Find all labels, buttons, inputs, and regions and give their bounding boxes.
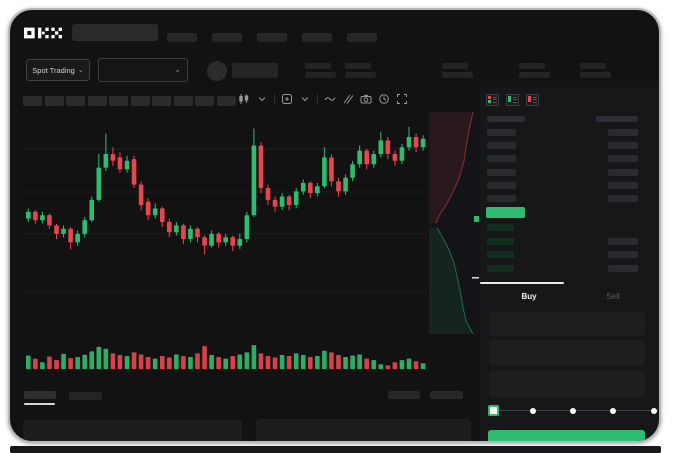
bottom-tab-underline — [24, 403, 55, 405]
ask-row-amount[interactable] — [608, 181, 638, 189]
volume-bars — [26, 345, 426, 369]
bottom-action-1[interactable] — [388, 391, 420, 399]
orderbook-price-header — [487, 116, 525, 122]
timeframe-button[interactable] — [152, 96, 171, 106]
history-icon[interactable] — [378, 93, 390, 105]
tab-sell[interactable]: Sell — [606, 292, 620, 301]
slider-stop[interactable] — [610, 407, 616, 414]
ticker-stat — [580, 63, 612, 78]
top-nav — [167, 29, 392, 47]
slider-stop[interactable] — [530, 407, 536, 414]
ticker-stat — [519, 63, 551, 78]
bid-row-price[interactable] — [487, 251, 514, 258]
indicator-icon[interactable] — [281, 93, 293, 105]
timeframe-button[interactable] — [109, 96, 128, 106]
ticker-stat — [305, 63, 337, 78]
market-type-selector[interactable]: Spot Trading ⌄ — [26, 59, 90, 81]
fullscreen-icon[interactable] — [396, 93, 408, 105]
active-tab-indicator — [480, 282, 564, 284]
ask-row-price[interactable] — [487, 181, 516, 189]
book-asks-icon[interactable] — [526, 94, 539, 106]
line-style-icon[interactable] — [324, 93, 336, 105]
timeframe-button[interactable] — [87, 96, 107, 106]
ask-row-price[interactable] — [487, 195, 516, 202]
nav-item-placeholder[interactable] — [257, 33, 287, 42]
orderbook-amount-header — [596, 116, 638, 122]
chevron-down-icon[interactable] — [299, 93, 311, 105]
buy-submit-button[interactable] — [488, 430, 645, 441]
ask-row-amount[interactable] — [608, 142, 638, 150]
depth-chart[interactable] — [429, 112, 479, 334]
timeframe-button[interactable] — [66, 96, 85, 106]
nav-item-placeholder[interactable] — [347, 33, 377, 42]
bid-row-amount[interactable] — [608, 251, 638, 258]
order-input-field[interactable] — [489, 370, 645, 397]
chevron-down-icon: ⌄ — [174, 65, 181, 74]
bid-row-amount[interactable] — [608, 237, 638, 245]
candlestick-icon[interactable] — [238, 93, 250, 105]
ask-row-price[interactable] — [487, 129, 516, 136]
search-input[interactable] — [72, 24, 158, 41]
timeframe-button[interactable] — [173, 96, 193, 106]
compare-icon[interactable] — [342, 93, 354, 105]
ask-row-amount[interactable] — [608, 129, 638, 136]
market-type-label: Spot Trading — [32, 65, 75, 75]
ask-row-price[interactable] — [487, 155, 516, 163]
camera-icon[interactable] — [360, 93, 372, 105]
last-price-badge[interactable] — [486, 207, 525, 218]
ticker-stat — [442, 63, 474, 78]
ticker-stat — [345, 63, 377, 78]
slider-stop[interactable] — [651, 407, 657, 414]
tab-buy[interactable]: Buy — [521, 292, 537, 301]
toolbar-divider — [317, 93, 318, 104]
chevron-down-icon: ⌄ — [77, 66, 84, 74]
slider-handle[interactable] — [488, 405, 499, 416]
timeframe-button[interactable] — [195, 96, 214, 106]
bid-row-price[interactable] — [487, 237, 514, 245]
slider-stop[interactable] — [570, 407, 576, 414]
ask-row-amount[interactable] — [608, 195, 638, 202]
book-bids-icon[interactable] — [506, 94, 519, 106]
timeframe-button[interactable] — [23, 96, 42, 106]
order-input-field[interactable] — [489, 340, 645, 366]
candles-layer — [26, 126, 426, 255]
order-book-panel: Buy Sell — [480, 87, 659, 441]
bottom-tab-2[interactable] — [69, 392, 102, 400]
nav-item-placeholder[interactable] — [302, 33, 332, 42]
order-input-field[interactable] — [489, 312, 645, 336]
tablet-frame: Spot Trading ⌄ ⌄ Buy Sell — [8, 8, 661, 443]
book-split-icon[interactable] — [486, 94, 499, 106]
timeframe-button[interactable] — [216, 96, 236, 106]
okx-logo — [24, 27, 62, 39]
timeframe-button[interactable] — [44, 96, 64, 106]
bottom-table-panel — [23, 420, 242, 441]
device-base — [10, 446, 661, 453]
ask-row-price[interactable] — [487, 142, 516, 150]
pair-select[interactable]: ⌄ — [98, 58, 188, 82]
timeframe-toolbar — [23, 93, 238, 111]
pair-name-placeholder — [232, 63, 278, 78]
coin-logo — [207, 61, 227, 81]
bottom-table-panel — [256, 419, 471, 441]
bottom-tab-active[interactable] — [24, 391, 56, 399]
nav-item-placeholder[interactable] — [167, 33, 197, 42]
ask-row-amount[interactable] — [608, 155, 638, 163]
toolbar-divider — [274, 93, 275, 104]
bid-row-price[interactable] — [487, 224, 514, 231]
bid-row-price[interactable] — [487, 264, 514, 272]
candlestick-chart[interactable] — [22, 112, 427, 377]
ask-row-price[interactable] — [487, 168, 516, 176]
bottom-action-2[interactable] — [430, 391, 463, 399]
nav-item-placeholder[interactable] — [212, 33, 242, 42]
chart-tools — [238, 92, 408, 105]
bid-row-amount[interactable] — [608, 264, 638, 272]
chevron-down-icon[interactable] — [256, 93, 268, 105]
ask-row-amount[interactable] — [608, 168, 638, 176]
amount-slider[interactable] — [488, 405, 659, 417]
timeframe-button[interactable] — [130, 96, 150, 106]
